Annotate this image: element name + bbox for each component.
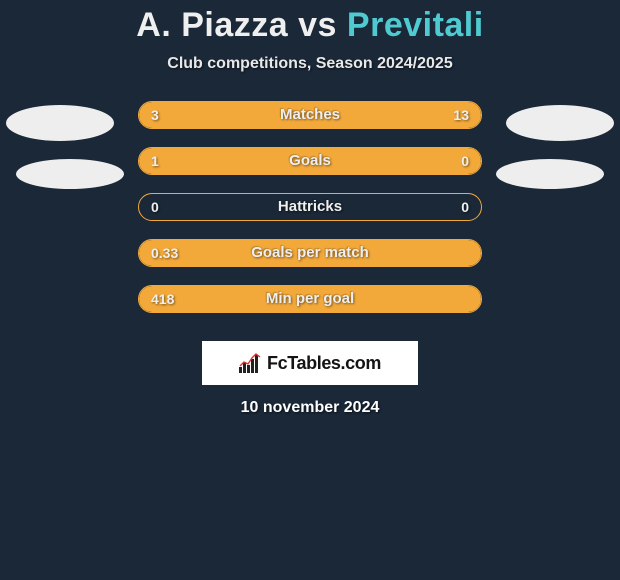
stat-row: 313Matches — [138, 101, 482, 129]
stat-row: 418Min per goal — [138, 285, 482, 313]
snapshot-date: 10 november 2024 — [0, 399, 620, 417]
subtitle: Club competitions, Season 2024/2025 — [0, 55, 620, 73]
stat-bars: 313Matches 10Goals 0 0Hattricks 0.33Goals pe… — [138, 101, 482, 331]
stat-fill-left — [139, 286, 481, 312]
stat-row: 0.33Goals per match — [138, 239, 482, 267]
stat-fill-left — [139, 240, 481, 266]
player1-name: A. Piazza — [136, 6, 288, 44]
stat-value-left: 0 — [151, 194, 159, 220]
page-title: A. Piazza vs Previtali — [0, 6, 620, 45]
stat-fill-left — [139, 102, 203, 128]
player2-avatar-bottom — [496, 159, 604, 189]
stat-label: Hattricks — [139, 194, 481, 220]
player1-avatar-top — [6, 105, 114, 141]
stat-row: 10Goals — [138, 147, 482, 175]
header: A. Piazza vs Previtali Club competitions… — [0, 0, 620, 73]
stat-row: 0 0Hattricks — [138, 193, 482, 221]
player2-avatar-top — [506, 105, 614, 141]
vs-label: vs — [298, 6, 337, 44]
stat-fill-right — [399, 148, 481, 174]
stat-fill-left — [139, 148, 399, 174]
stat-fill-right — [203, 102, 481, 128]
brand-chart-icon — [239, 353, 261, 373]
stat-value-right: 0 — [461, 194, 469, 220]
brand-name: FcTables.com — [267, 353, 381, 374]
player1-avatar-bottom — [16, 159, 124, 189]
brand-box: FcTables.com — [202, 341, 418, 385]
player2-name: Previtali — [347, 6, 484, 44]
